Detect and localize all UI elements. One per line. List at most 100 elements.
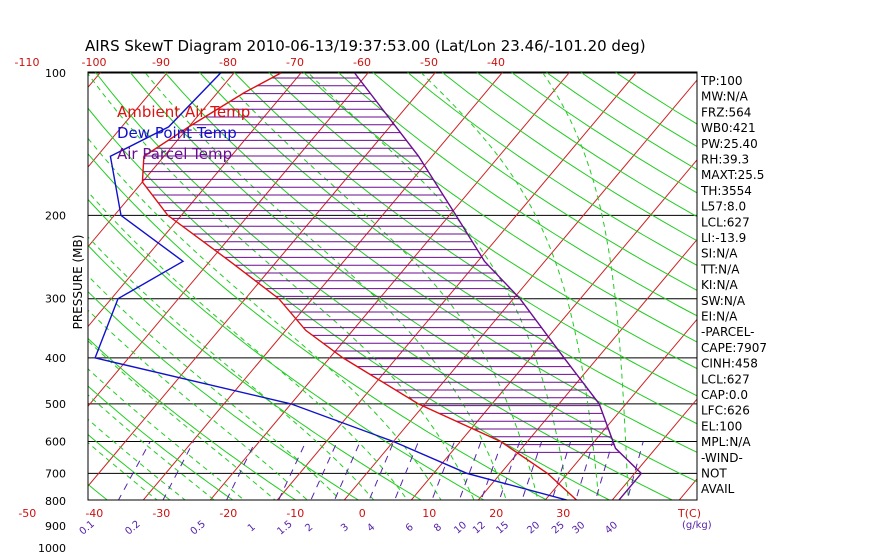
temp-tick-label: 30 <box>556 507 570 520</box>
isotherm-line <box>88 72 236 248</box>
legend: Ambient Air Temp Dew Point Temp Air Parcel… <box>117 103 250 163</box>
isotherm-line <box>142 72 504 500</box>
legend-entry: Air Parcel Temp <box>117 145 232 163</box>
dry-adiabat-line <box>88 337 297 500</box>
mixing-ratio-label: 3 <box>339 522 351 535</box>
legend-entry: Dew Point Temp <box>117 124 237 142</box>
dry-adiabat-line <box>163 72 697 453</box>
index-entry: AVAIL <box>701 482 735 496</box>
dry-adiabat-line <box>94 72 674 500</box>
mixing-ratio-label: 0.1 <box>78 519 97 538</box>
mixing-ratio-label: 0.2 <box>123 519 142 538</box>
y-axis-label: PRESSURE (MB) <box>71 235 85 330</box>
top-temp-tick-label: -100 <box>82 56 107 69</box>
mixing-ratio-label: 40 <box>603 520 620 537</box>
isotherm-line <box>343 79 697 500</box>
dry-adiabat-line <box>198 72 697 425</box>
pressure-tick-label: 1000 <box>38 542 66 555</box>
chart-title: AIRS SkewT Diagram 2010-06-13/19:37:53.0… <box>85 37 646 55</box>
dry-adiabat-line <box>88 153 548 500</box>
index-entry: LI:-13.9 <box>701 231 746 245</box>
temp-tick-label: -40 <box>85 507 103 520</box>
moist-adiabat-line <box>421 72 600 500</box>
pressure-tick-label: 400 <box>45 352 66 365</box>
top-temp-tick-label: -70 <box>286 56 304 69</box>
isotherm-line <box>410 159 697 500</box>
isotherm-line <box>88 72 303 328</box>
index-entry: NOT <box>701 467 727 481</box>
top-temp-tick-label: -40 <box>487 56 505 69</box>
index-entry: TP:100 <box>700 74 743 88</box>
index-entry: PW:25.40 <box>701 137 758 151</box>
mixing-ratio-unit: (g/kg) <box>682 520 712 531</box>
index-entry: LCL:627 <box>701 372 750 386</box>
moist-adiabat-line <box>88 236 375 500</box>
mixing-ratio-label: 12 <box>471 520 488 537</box>
isotherm-line <box>88 72 169 168</box>
pressure-tick-label: 900 <box>45 520 66 533</box>
legend-entry: Ambient Air Temp <box>117 103 250 121</box>
pressure-tick-label: 200 <box>45 209 66 222</box>
index-entry: -PARCEL- <box>701 325 755 339</box>
dry-adiabat-line <box>88 244 423 500</box>
dry-adiabat-line <box>88 107 611 500</box>
dry-adiabat-line <box>371 72 697 291</box>
pressure-tick-label: 600 <box>45 436 66 449</box>
mixing-ratio-label: 30 <box>570 520 587 537</box>
temp-tick-label: 20 <box>489 507 503 520</box>
moist-adiabat-line <box>217 72 539 500</box>
index-entry: SW:N/A <box>701 294 746 308</box>
top-temp-tick-label: -60 <box>353 56 371 69</box>
mixing-ratio-label: 25 <box>550 520 567 537</box>
dry-adiabat-line <box>267 72 697 370</box>
air-parcel-temp-line <box>354 72 643 500</box>
temp-tick-label: -30 <box>152 507 170 520</box>
mixing-ratio-line <box>394 441 419 500</box>
isotherm-line <box>88 72 102 89</box>
index-entry: MAXT:25.5 <box>701 168 764 182</box>
index-entry: WB0:421 <box>701 121 756 135</box>
mixing-ratio-label: 1.5 <box>275 519 294 538</box>
temp-unit-label: T(C) <box>677 507 701 520</box>
mixing-ratio-line <box>310 441 338 500</box>
moist-adiabat-line <box>88 137 442 500</box>
mixing-ratio-line <box>431 441 455 500</box>
index-entry: EI:N/A <box>701 310 738 324</box>
index-entry: TT:N/A <box>700 262 740 276</box>
index-entry: RH:39.3 <box>701 153 749 167</box>
isotherm-line <box>544 318 697 500</box>
pressure-tick-label: 500 <box>45 398 66 411</box>
index-entry: MW:N/A <box>701 90 749 104</box>
index-entry: CINH:458 <box>701 357 758 371</box>
dry-adiabat-line <box>129 72 697 483</box>
index-entry: EL:100 <box>701 419 742 433</box>
grid-lines <box>0 62 697 558</box>
top-temp-tick-label: -110 <box>15 56 40 69</box>
isotherm-line <box>0 62 42 558</box>
index-entry: SI:N/A <box>701 247 738 261</box>
dry-adiabat-line <box>337 72 697 317</box>
index-entry: TH:3554 <box>700 184 752 198</box>
index-entry: LFC:626 <box>701 404 750 418</box>
mixing-ratio-label: 1 <box>246 522 258 535</box>
index-entry: MPL:N/A <box>701 435 751 449</box>
dew-point-temp-line <box>94 72 570 500</box>
index-entry: -WIND- <box>701 451 743 465</box>
mixing-ratio-label: 15 <box>494 520 511 537</box>
temp-tick-label: -50 <box>18 507 36 520</box>
index-entry: CAP:0.0 <box>701 388 748 402</box>
isotherm-line <box>88 72 437 487</box>
mixing-ratio-label: 0.5 <box>189 519 208 538</box>
mixing-ratio-label: 6 <box>404 522 416 535</box>
dry-adiabat-line <box>88 290 360 500</box>
mixing-ratio-label: 4 <box>365 522 377 535</box>
isotherm-line <box>209 72 571 500</box>
moist-adiabat-line <box>88 309 308 500</box>
temp-tick-label: -20 <box>219 507 237 520</box>
isotherm-line <box>276 72 638 500</box>
temp-tick-label: 0 <box>359 507 366 520</box>
dry-adiabat-line <box>406 72 697 266</box>
moist-adiabat-line <box>88 191 409 500</box>
dry-adiabat-line <box>233 72 697 397</box>
